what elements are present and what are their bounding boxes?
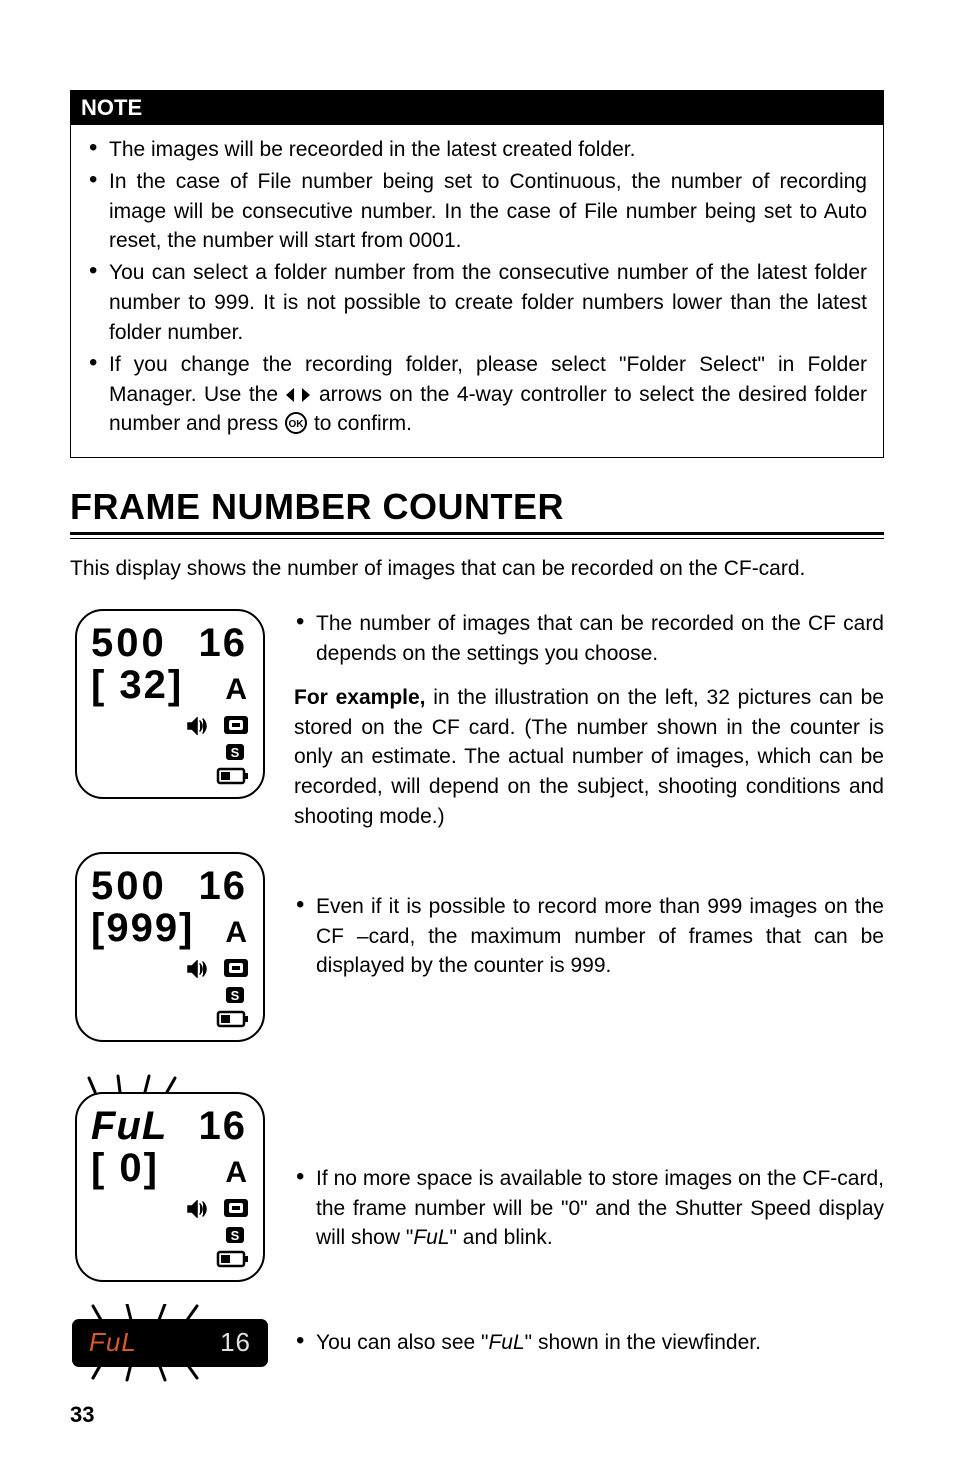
note-item: In the case of File number being set to … — [87, 167, 867, 256]
example-paragraph: For example, in the illustration on the … — [294, 683, 884, 832]
lcd-aperture: 16 — [199, 1104, 248, 1149]
viewfinder-display: FuL 16 — [75, 1322, 265, 1364]
text-column: The number of images that can be recorde… — [294, 609, 884, 832]
lcd-column: 500 16 [ 32] A S — [70, 609, 270, 811]
lcd-column: FuL 16 — [70, 1304, 270, 1382]
lcd-panel-ful: FuL 16 [ 0] A S — [75, 1092, 265, 1282]
lcd-mode: A — [225, 1156, 247, 1190]
text-fragment: If no more space is available to store i… — [316, 1167, 884, 1250]
lcd-mode: A — [225, 673, 247, 707]
text-fragment: You can also see " — [316, 1331, 488, 1354]
blink-marks-bottom — [75, 1362, 265, 1382]
section-intro: This display shows the number of images … — [70, 557, 884, 581]
text-column: You can also see "FuL" shown in the view… — [294, 1304, 884, 1358]
lcd-panel-999: 500 16 [999] A S — [75, 852, 265, 1042]
bullet-paragraph: Even if it is possible to record more th… — [294, 892, 884, 981]
lcd-shutter: 500 — [91, 621, 167, 666]
page-number: 33 — [70, 1402, 884, 1428]
section-title: FRAME NUMBER COUNTER — [70, 486, 884, 528]
lcd-icon-row — [187, 1198, 249, 1223]
note-item: The images will be receorded in the late… — [87, 135, 867, 165]
speaker-icon — [187, 965, 209, 983]
ful-text: FuL — [488, 1331, 524, 1354]
speaker-icon — [187, 1205, 209, 1223]
title-underline — [70, 532, 884, 539]
ok-button-icon: OK — [284, 412, 308, 435]
note-header: NOTE — [71, 91, 883, 125]
lcd-icon-row — [187, 715, 249, 740]
lcd-icon-row — [187, 958, 249, 983]
lcd-column: FuL 16 [ 0] A S — [70, 1074, 270, 1294]
note-list: The images will be receorded in the late… — [87, 135, 867, 439]
lcd-shutter: FuL — [91, 1104, 167, 1149]
bullet-paragraph: The number of images that can be recorde… — [294, 609, 884, 669]
lcd-mode: A — [225, 916, 247, 950]
lcd-frames: [ 32] — [91, 663, 183, 708]
viewfinder-ful: FuL — [89, 1327, 137, 1358]
note-item: If you change the recording folder, plea… — [87, 350, 867, 439]
lcd-shutter: 500 — [91, 864, 167, 909]
lcd-aperture: 16 — [199, 621, 248, 666]
text-column: If no more space is available to store i… — [294, 1074, 884, 1253]
content-row: FuL 16 [ 0] A S If no more space is avai… — [70, 1074, 884, 1294]
text-column: Even if it is possible to record more th… — [294, 852, 884, 981]
s-mode-icon: S — [225, 986, 245, 1009]
lcd-column: 500 16 [999] A S — [70, 852, 270, 1054]
note-body: The images will be receorded in the late… — [71, 125, 883, 457]
content-row: FuL 16 You can also see "FuL" shown in t… — [70, 1304, 884, 1382]
af-frame-icon — [223, 965, 249, 983]
af-frame-icon — [223, 1205, 249, 1223]
example-lead: For example, — [294, 686, 426, 709]
lcd-frames: [999] — [91, 906, 194, 951]
note-item: You can select a folder number from the … — [87, 258, 867, 347]
svg-text:S: S — [231, 988, 240, 1003]
lcd-aperture: 16 — [199, 864, 248, 909]
content-row: 500 16 [999] A S Even if it is possible … — [70, 852, 884, 1054]
battery-icon — [215, 1010, 249, 1033]
lcd-panel-32: 500 16 [ 32] A S — [75, 609, 265, 799]
af-frame-icon — [223, 722, 249, 740]
left-right-arrows-icon — [285, 383, 311, 406]
bullet-paragraph: If no more space is available to store i… — [294, 1164, 884, 1253]
s-mode-icon: S — [225, 743, 245, 766]
svg-text:S: S — [231, 745, 240, 760]
bullet-paragraph: You can also see "FuL" shown in the view… — [294, 1328, 884, 1358]
content-row: 500 16 [ 32] A S The number of images th… — [70, 609, 884, 832]
ful-text: FuL — [413, 1226, 449, 1249]
text-fragment: " and blink. — [450, 1226, 553, 1249]
svg-text:S: S — [231, 1228, 240, 1243]
note-box: NOTE The images will be receorded in the… — [70, 90, 884, 458]
viewfinder-aperture: 16 — [220, 1327, 251, 1358]
blink-marks-top — [75, 1304, 265, 1324]
speaker-icon — [187, 722, 209, 740]
s-mode-icon: S — [225, 1226, 245, 1249]
lcd-frames: [ 0] — [91, 1146, 159, 1191]
text-fragment: " shown in the viewfinder. — [525, 1331, 761, 1354]
battery-icon — [215, 1250, 249, 1273]
battery-icon — [215, 767, 249, 790]
svg-text:OK: OK — [289, 419, 305, 430]
